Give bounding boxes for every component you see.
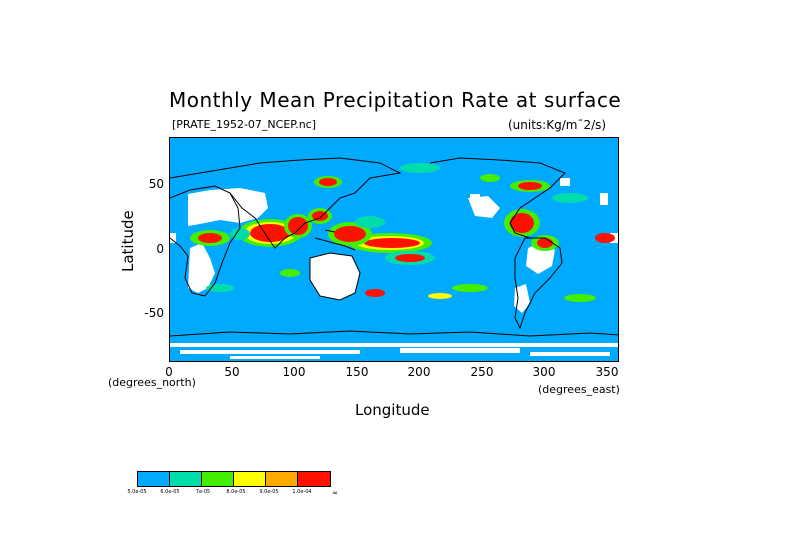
map-svg <box>170 138 618 361</box>
missing-antarctica-5 <box>230 356 320 359</box>
coastlines <box>170 157 618 337</box>
x-tick-100: 100 <box>282 365 306 379</box>
chart-title: Monthly Mean Precipitation Rate at surfa… <box>169 88 622 112</box>
legend-swatch-3 <box>202 472 234 486</box>
legend-label-6: 1.0e-04 <box>292 489 312 495</box>
missing-patch-2 <box>560 178 570 186</box>
legend-label-7: ∞ <box>332 489 338 497</box>
legend-label-5: 9.0e-05 <box>259 489 279 495</box>
legend-swatch-6 <box>298 472 330 486</box>
x-tick-50: 50 <box>224 365 240 379</box>
file-label: [PRATE_1952-07_NCEP.nc] <box>172 118 317 131</box>
missing-region-africa-north <box>188 188 268 226</box>
precipitation-map <box>169 137 619 362</box>
units-label: (units:Kg/m¯2/s) <box>508 118 607 132</box>
legend-label-1: 5.0e-05 <box>127 489 147 495</box>
y-axis-unit: (degrees_north) <box>108 376 196 389</box>
legend-label-4: 8.0e-05 <box>226 489 246 495</box>
missing-antarctica-2 <box>180 350 360 354</box>
y-axis-label: Latitude <box>119 210 137 272</box>
missing-patch-4 <box>170 233 176 243</box>
x-axis-label: Longitude <box>355 401 430 419</box>
x-tick-0: 0 <box>165 365 173 379</box>
legend-label-3: 7e-05 <box>195 489 211 495</box>
legend-label-2: 6.0e-05 <box>160 489 180 495</box>
missing-antarctica-3 <box>400 348 520 353</box>
x-tick-350: 350 <box>595 365 619 379</box>
missing-region-australia <box>310 253 360 300</box>
legend-swatch-4 <box>234 472 266 486</box>
missing-antarctica-1 <box>170 343 618 347</box>
y-tick-minus-50: -50 <box>144 306 164 320</box>
missing-patch-3 <box>600 193 608 205</box>
x-tick-300: 300 <box>532 365 556 379</box>
legend-swatch-5 <box>266 472 298 486</box>
missing-region-sa-south <box>514 284 530 313</box>
y-tick-0: 0 <box>156 242 164 256</box>
x-tick-250: 250 <box>470 365 494 379</box>
missing-antarctica-4 <box>530 352 610 356</box>
colorbar-legend <box>137 471 331 487</box>
legend-swatch-2 <box>170 472 202 486</box>
x-tick-200: 200 <box>407 365 431 379</box>
missing-region-africa-south <box>188 243 215 293</box>
x-axis-unit: (degrees_east) <box>538 383 620 396</box>
missing-patch-1 <box>470 194 480 204</box>
y-tick-50: 50 <box>148 177 164 191</box>
x-tick-150: 150 <box>345 365 369 379</box>
precip-bands <box>190 163 615 302</box>
legend-swatch-1 <box>138 472 170 486</box>
